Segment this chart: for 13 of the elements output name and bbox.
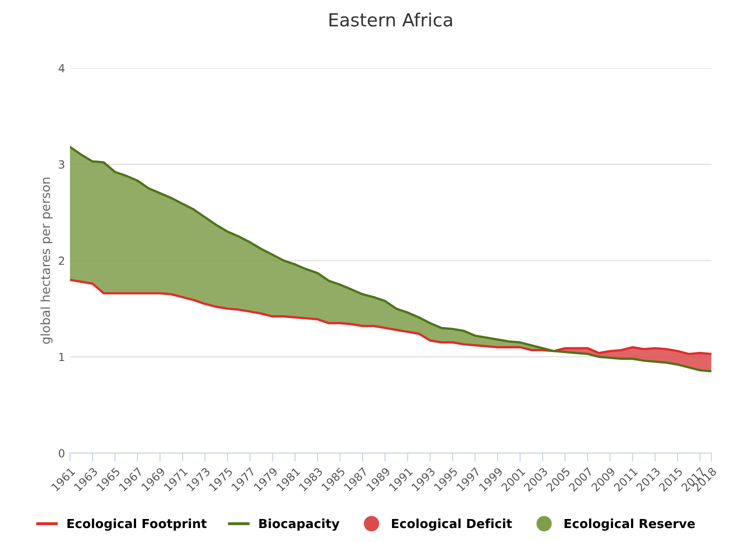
- line-series: [70, 146, 712, 372]
- legend-label: Ecological Footprint: [67, 518, 207, 531]
- y-tick-label: 3: [58, 160, 64, 169]
- y-tick-label: 1: [59, 352, 64, 362]
- y-tick-label: 0: [58, 449, 64, 458]
- y-tick-label: 4: [58, 64, 65, 72]
- chart-title: Eastern Africa: [330, 12, 452, 27]
- legend-label: Biocapacity: [259, 518, 340, 531]
- y-axis-title: global hectares per person: [40, 178, 53, 344]
- legend-label: Ecological Reserve: [564, 518, 695, 531]
- line-series: [70, 278, 712, 356]
- y-tick-label: 2: [58, 256, 64, 265]
- legend-label: Ecological Deficit: [392, 518, 512, 531]
